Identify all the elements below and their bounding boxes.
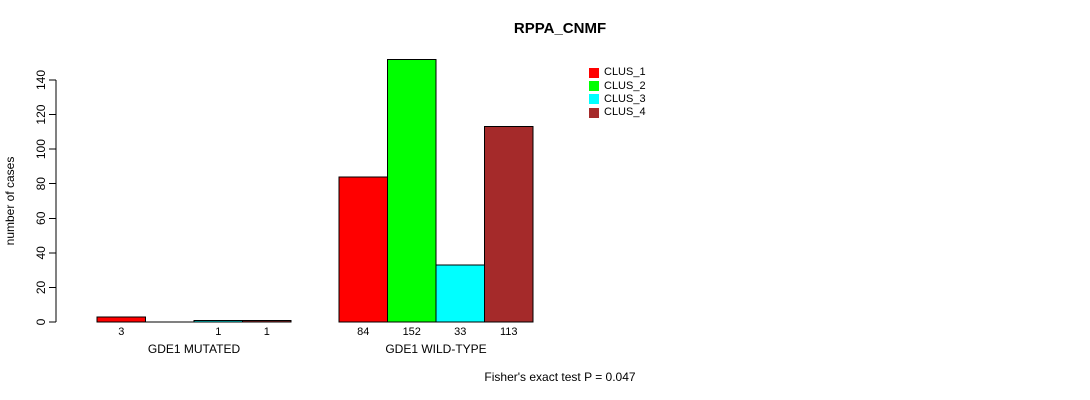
legend: CLUS_1 CLUS_2 CLUS_3 CLUS_4: [589, 66, 646, 120]
y-tick-label: 140: [34, 70, 48, 90]
legend-item: CLUS_3: [589, 93, 646, 106]
bar-clus_3-group0: [193, 319, 243, 323]
legend-item: CLUS_4: [589, 106, 646, 119]
bar-clus_2-group1: [387, 58, 437, 323]
legend-swatch-clus2: [589, 81, 599, 92]
bar-value-label: 33: [454, 326, 466, 338]
legend-label-clus2: CLUS_2: [604, 79, 646, 92]
bar-clus_4-group0: [242, 319, 292, 323]
bar-clus_4-group1: [484, 126, 534, 323]
y-tick-label: 100: [34, 139, 48, 159]
bar-value-label: 1: [264, 326, 270, 338]
y-tick-label: 0: [34, 318, 48, 325]
chart-title: RPPA_CNMF: [513, 20, 607, 37]
legend-swatch-clus1: [589, 67, 599, 78]
y-tick-label: 60: [34, 211, 48, 225]
legend-label-clus1: CLUS_1: [604, 66, 646, 79]
bar-clus_1-group1: [338, 176, 388, 323]
x-group-label-mutated: GDE1 MUTATED: [147, 342, 241, 356]
bar-value-label: 84: [357, 326, 369, 338]
bar-value-label: 3: [118, 326, 124, 338]
legend-label-clus3: CLUS_3: [604, 92, 646, 105]
bar-clus_1-group0: [96, 316, 146, 323]
y-tick-label: 40: [34, 246, 48, 260]
y-tick-label: 80: [34, 177, 48, 191]
bar-value-label: 152: [403, 326, 421, 338]
x-group-label-wildtype: GDE1 WILD-TYPE: [385, 342, 487, 356]
y-tick-label: 120: [34, 104, 48, 124]
bar-clus_3-group1: [435, 264, 485, 323]
bar-value-label: 1: [215, 326, 221, 338]
legend-item: CLUS_1: [589, 66, 646, 79]
y-tick-label: 20: [34, 280, 48, 294]
legend-item: CLUS_2: [589, 79, 646, 92]
legend-swatch-clus3: [589, 94, 599, 105]
legend-label-clus4: CLUS_4: [604, 106, 646, 119]
legend-swatch-clus4: [589, 107, 599, 118]
fisher-test-annotation: Fisher's exact test P = 0.047: [484, 370, 636, 384]
bar-value-label: 113: [500, 326, 518, 338]
